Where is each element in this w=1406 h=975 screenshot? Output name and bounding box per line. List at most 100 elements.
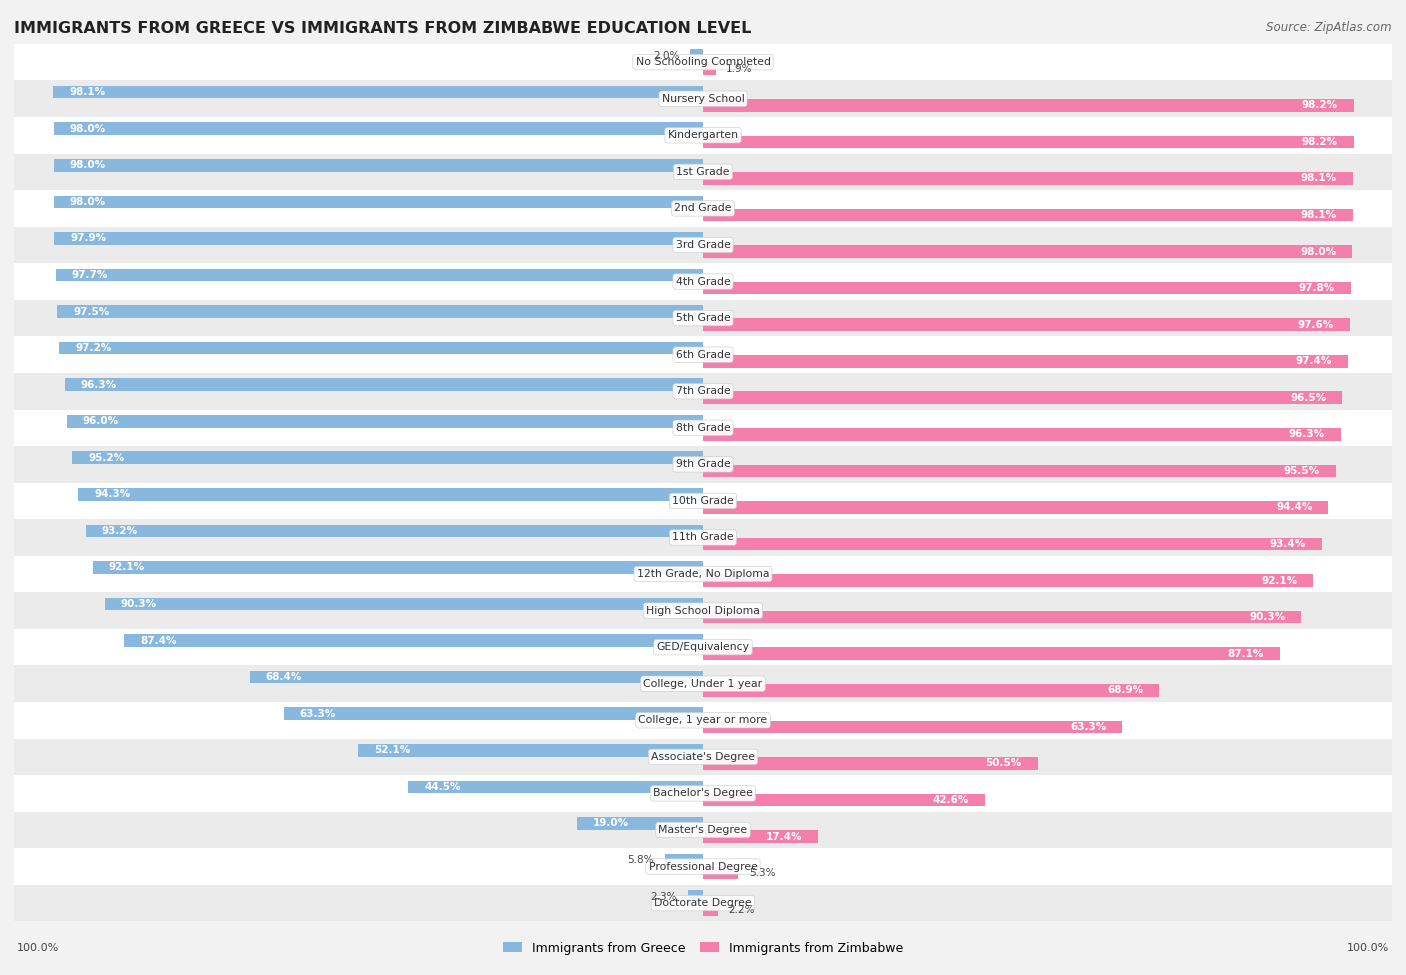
Bar bbox=[703, 647, 1279, 660]
Legend: Immigrants from Greece, Immigrants from Zimbabwe: Immigrants from Greece, Immigrants from … bbox=[503, 942, 903, 955]
Text: 100.0%: 100.0% bbox=[1347, 943, 1389, 953]
Bar bbox=[67, 415, 703, 427]
Text: 96.0%: 96.0% bbox=[83, 416, 120, 426]
Text: 1st Grade: 1st Grade bbox=[676, 167, 730, 176]
Bar bbox=[0, 117, 1406, 153]
Text: 2.2%: 2.2% bbox=[728, 905, 755, 915]
Text: 42.6%: 42.6% bbox=[934, 795, 969, 805]
Text: 98.2%: 98.2% bbox=[1302, 136, 1337, 147]
Text: High School Diploma: High School Diploma bbox=[647, 605, 759, 615]
Text: 17.4%: 17.4% bbox=[766, 832, 803, 841]
Text: 50.5%: 50.5% bbox=[986, 759, 1022, 768]
Bar bbox=[0, 519, 1406, 556]
Text: Kindergarten: Kindergarten bbox=[668, 131, 738, 140]
Bar bbox=[690, 50, 703, 61]
Bar bbox=[665, 854, 703, 866]
Text: 97.7%: 97.7% bbox=[72, 270, 108, 280]
Bar bbox=[688, 890, 703, 903]
Bar bbox=[703, 684, 1160, 696]
Text: 98.0%: 98.0% bbox=[1301, 247, 1336, 256]
Text: 68.4%: 68.4% bbox=[266, 672, 302, 682]
Text: College, Under 1 year: College, Under 1 year bbox=[644, 679, 762, 688]
Text: Associate's Degree: Associate's Degree bbox=[651, 752, 755, 761]
Text: Master's Degree: Master's Degree bbox=[658, 825, 748, 835]
Text: 98.0%: 98.0% bbox=[70, 124, 105, 134]
Bar bbox=[53, 123, 703, 135]
Bar bbox=[0, 372, 1406, 409]
Bar bbox=[408, 781, 703, 793]
Bar bbox=[0, 81, 1406, 117]
Bar bbox=[576, 817, 703, 830]
Text: 98.1%: 98.1% bbox=[69, 87, 105, 98]
Text: 5th Grade: 5th Grade bbox=[676, 313, 730, 323]
Bar bbox=[56, 269, 703, 281]
Text: 97.9%: 97.9% bbox=[70, 233, 107, 244]
Text: 92.1%: 92.1% bbox=[1261, 575, 1298, 586]
Bar bbox=[703, 611, 1301, 623]
Bar bbox=[703, 319, 1350, 331]
Text: 98.0%: 98.0% bbox=[70, 197, 105, 207]
Bar bbox=[703, 721, 1122, 733]
Text: 96.3%: 96.3% bbox=[1289, 429, 1324, 440]
Text: 63.3%: 63.3% bbox=[1070, 722, 1107, 732]
Bar bbox=[58, 305, 703, 318]
Bar bbox=[703, 867, 738, 879]
Text: 90.3%: 90.3% bbox=[1249, 612, 1285, 622]
Bar bbox=[55, 232, 703, 245]
Text: 4th Grade: 4th Grade bbox=[676, 277, 730, 287]
Text: 98.1%: 98.1% bbox=[1301, 210, 1337, 220]
Text: 6th Grade: 6th Grade bbox=[676, 350, 730, 360]
Bar bbox=[703, 99, 1354, 111]
Bar bbox=[124, 635, 703, 646]
Bar bbox=[86, 525, 703, 537]
Text: 98.2%: 98.2% bbox=[1302, 100, 1337, 110]
Bar bbox=[0, 447, 1406, 483]
Bar bbox=[0, 483, 1406, 519]
Text: 98.0%: 98.0% bbox=[70, 160, 105, 171]
Bar bbox=[0, 702, 1406, 739]
Bar bbox=[0, 190, 1406, 227]
Text: 2.3%: 2.3% bbox=[651, 891, 678, 902]
Bar bbox=[0, 300, 1406, 336]
Text: 98.1%: 98.1% bbox=[1301, 174, 1337, 183]
Text: 7th Grade: 7th Grade bbox=[676, 386, 730, 396]
Text: 96.3%: 96.3% bbox=[82, 379, 117, 390]
Bar bbox=[0, 739, 1406, 775]
Text: 92.1%: 92.1% bbox=[108, 563, 145, 572]
Bar bbox=[703, 355, 1348, 368]
Bar bbox=[79, 488, 703, 500]
Text: 93.2%: 93.2% bbox=[101, 526, 138, 536]
Text: 3rd Grade: 3rd Grade bbox=[675, 240, 731, 250]
Bar bbox=[93, 562, 703, 573]
Text: IMMIGRANTS FROM GREECE VS IMMIGRANTS FROM ZIMBABWE EDUCATION LEVEL: IMMIGRANTS FROM GREECE VS IMMIGRANTS FRO… bbox=[14, 21, 751, 36]
Text: 97.2%: 97.2% bbox=[75, 343, 111, 353]
Text: No Schooling Completed: No Schooling Completed bbox=[636, 58, 770, 67]
Bar bbox=[703, 392, 1343, 404]
Text: College, 1 year or more: College, 1 year or more bbox=[638, 716, 768, 725]
Text: 5.3%: 5.3% bbox=[749, 868, 775, 878]
Bar bbox=[0, 44, 1406, 81]
Bar bbox=[284, 708, 703, 720]
Bar bbox=[703, 246, 1353, 257]
Text: 63.3%: 63.3% bbox=[299, 709, 336, 719]
Text: Nursery School: Nursery School bbox=[662, 94, 744, 103]
Bar bbox=[703, 173, 1353, 184]
Bar bbox=[359, 744, 703, 757]
Bar bbox=[0, 848, 1406, 885]
Bar bbox=[0, 410, 1406, 447]
Bar bbox=[0, 556, 1406, 592]
Text: 2nd Grade: 2nd Grade bbox=[675, 204, 731, 214]
Bar bbox=[53, 86, 703, 98]
Bar bbox=[0, 665, 1406, 702]
Bar bbox=[0, 336, 1406, 372]
Text: 12th Grade, No Diploma: 12th Grade, No Diploma bbox=[637, 569, 769, 579]
Bar bbox=[703, 428, 1341, 441]
Bar bbox=[0, 811, 1406, 848]
Text: 44.5%: 44.5% bbox=[425, 782, 461, 792]
Text: Doctorate Degree: Doctorate Degree bbox=[654, 898, 752, 908]
Bar bbox=[53, 159, 703, 172]
Text: 10th Grade: 10th Grade bbox=[672, 496, 734, 506]
Bar bbox=[703, 794, 986, 806]
Bar bbox=[703, 574, 1313, 587]
Bar bbox=[703, 209, 1353, 221]
